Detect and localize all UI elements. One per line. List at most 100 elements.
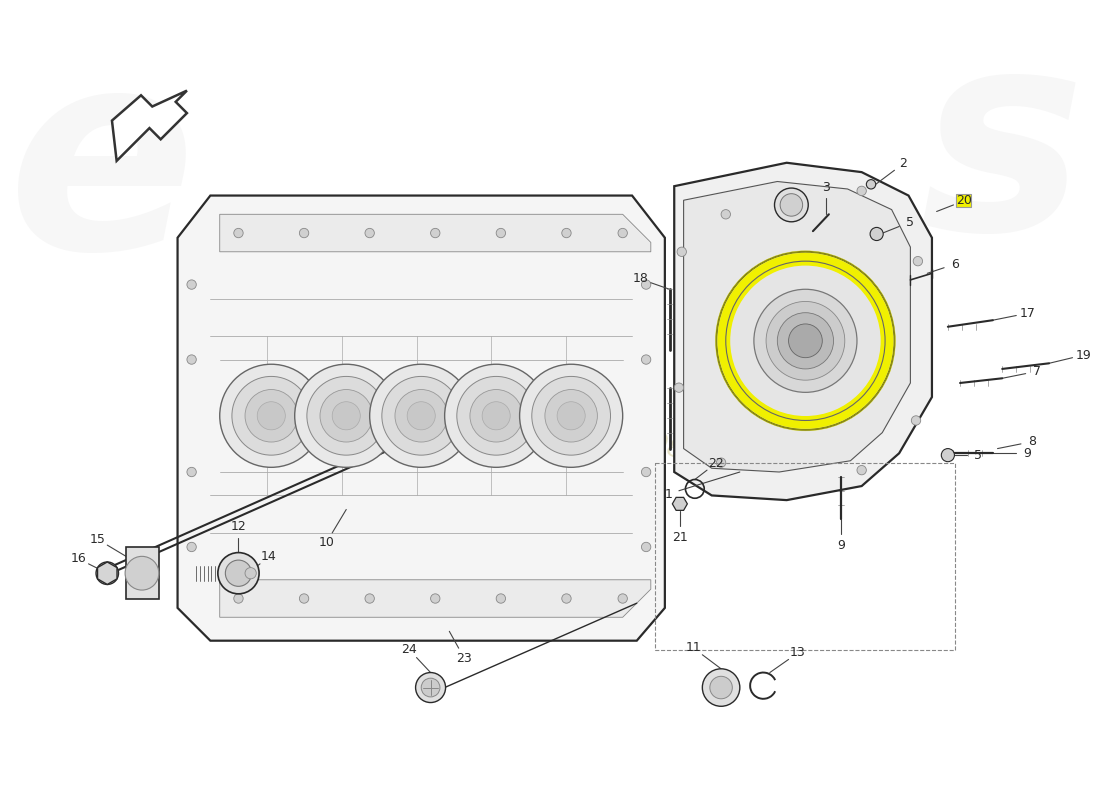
- Circle shape: [710, 676, 733, 698]
- Text: 10: 10: [319, 536, 334, 549]
- Polygon shape: [220, 580, 651, 618]
- Circle shape: [187, 542, 196, 552]
- Circle shape: [531, 377, 610, 455]
- Polygon shape: [220, 214, 651, 252]
- Circle shape: [716, 458, 726, 467]
- Circle shape: [187, 355, 196, 364]
- Circle shape: [562, 228, 571, 238]
- Text: 14: 14: [261, 550, 277, 563]
- Text: 16: 16: [70, 552, 86, 566]
- Text: 7: 7: [1033, 365, 1041, 378]
- Circle shape: [430, 228, 440, 238]
- Circle shape: [470, 390, 522, 442]
- Circle shape: [562, 594, 571, 603]
- Circle shape: [332, 402, 361, 430]
- Bar: [126, 547, 158, 598]
- Text: 9: 9: [837, 538, 845, 552]
- Circle shape: [430, 594, 440, 603]
- Circle shape: [911, 416, 921, 425]
- Text: 20: 20: [956, 194, 972, 207]
- Circle shape: [395, 390, 448, 442]
- Circle shape: [482, 402, 510, 430]
- Circle shape: [382, 377, 461, 455]
- Circle shape: [187, 280, 196, 290]
- Circle shape: [641, 355, 651, 364]
- Circle shape: [299, 228, 309, 238]
- Circle shape: [245, 567, 256, 579]
- Circle shape: [857, 186, 867, 195]
- Circle shape: [365, 228, 374, 238]
- Text: 1: 1: [664, 487, 672, 501]
- Polygon shape: [683, 182, 911, 472]
- Bar: [957, 194, 971, 207]
- Text: 24: 24: [402, 643, 417, 656]
- Circle shape: [416, 673, 446, 702]
- Circle shape: [456, 377, 536, 455]
- Circle shape: [870, 227, 883, 241]
- Circle shape: [766, 302, 845, 380]
- Text: 17: 17: [1020, 307, 1035, 320]
- Bar: [656, 462, 956, 650]
- Circle shape: [245, 390, 297, 442]
- Circle shape: [299, 594, 309, 603]
- Text: 19: 19: [1076, 349, 1091, 362]
- Text: 9: 9: [1024, 446, 1032, 460]
- Circle shape: [618, 228, 627, 238]
- Text: 3: 3: [822, 181, 830, 194]
- Text: 11: 11: [685, 642, 701, 654]
- Circle shape: [544, 390, 597, 442]
- Circle shape: [702, 669, 740, 706]
- Text: 15: 15: [90, 533, 106, 546]
- Circle shape: [226, 560, 252, 586]
- Circle shape: [421, 678, 440, 697]
- Circle shape: [780, 194, 803, 216]
- Text: 6: 6: [950, 258, 959, 270]
- Circle shape: [365, 594, 374, 603]
- Text: 22: 22: [708, 457, 724, 470]
- Text: 2: 2: [900, 157, 908, 170]
- Text: 23: 23: [456, 651, 472, 665]
- Circle shape: [674, 383, 683, 392]
- Circle shape: [778, 313, 834, 369]
- Circle shape: [519, 364, 623, 467]
- Circle shape: [370, 364, 473, 467]
- Circle shape: [257, 402, 285, 430]
- Circle shape: [857, 466, 867, 475]
- Circle shape: [942, 449, 955, 462]
- Circle shape: [234, 228, 243, 238]
- Circle shape: [496, 228, 506, 238]
- Polygon shape: [672, 498, 688, 510]
- Text: autoricambi1985: autoricambi1985: [497, 360, 701, 472]
- Circle shape: [722, 210, 730, 219]
- Polygon shape: [674, 162, 932, 500]
- Circle shape: [444, 364, 548, 467]
- Circle shape: [716, 252, 894, 430]
- Circle shape: [774, 188, 808, 222]
- Circle shape: [676, 247, 686, 257]
- Circle shape: [789, 324, 823, 358]
- Circle shape: [218, 553, 260, 594]
- Circle shape: [96, 562, 119, 585]
- Circle shape: [307, 377, 386, 455]
- Circle shape: [234, 594, 243, 603]
- Text: 13: 13: [790, 646, 805, 659]
- Circle shape: [641, 467, 651, 477]
- Text: 12: 12: [231, 520, 246, 533]
- Text: e: e: [9, 37, 197, 307]
- Polygon shape: [177, 195, 664, 641]
- Circle shape: [407, 402, 436, 430]
- Text: 18: 18: [632, 273, 648, 286]
- Text: 8: 8: [1028, 435, 1036, 448]
- Text: autoricambi1985: autoricambi1985: [368, 512, 549, 610]
- Circle shape: [320, 390, 373, 442]
- Circle shape: [913, 257, 923, 266]
- Circle shape: [557, 402, 585, 430]
- Circle shape: [867, 180, 876, 189]
- Text: 5: 5: [974, 449, 982, 462]
- Circle shape: [754, 290, 857, 392]
- Circle shape: [232, 377, 310, 455]
- Circle shape: [496, 594, 506, 603]
- Circle shape: [641, 280, 651, 290]
- Circle shape: [618, 594, 627, 603]
- Text: 5: 5: [905, 216, 914, 229]
